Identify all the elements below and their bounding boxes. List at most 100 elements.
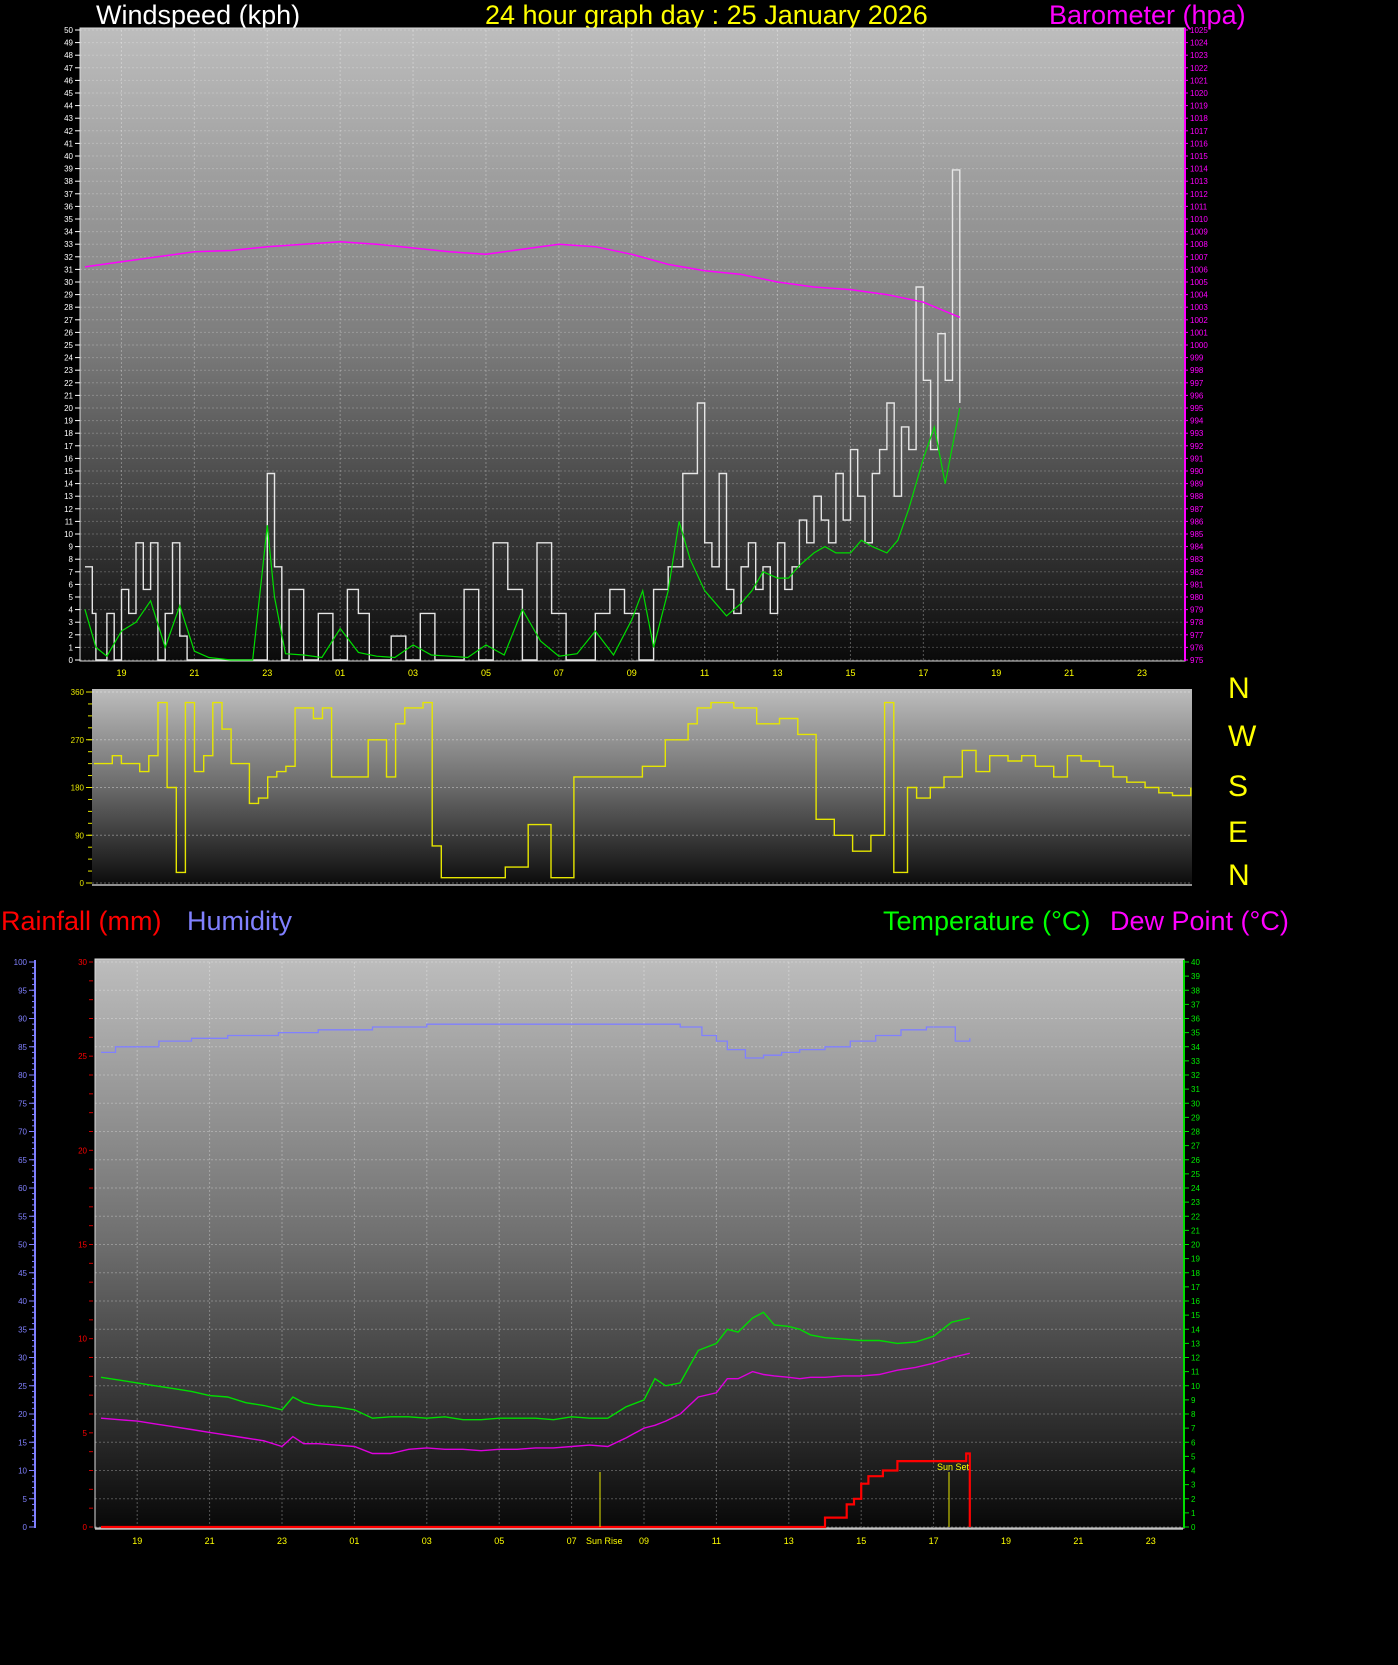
svg-text:1010: 1010	[1190, 215, 1208, 224]
svg-text:45: 45	[18, 1269, 27, 1278]
svg-text:25: 25	[64, 341, 73, 350]
svg-text:986: 986	[1190, 517, 1204, 526]
svg-text:982: 982	[1190, 568, 1204, 577]
svg-text:21: 21	[1191, 1226, 1200, 1235]
svg-text:40: 40	[1191, 958, 1200, 967]
svg-text:1008: 1008	[1190, 240, 1208, 249]
compass-label-s: S	[1228, 770, 1249, 803]
rainfall-title: Rainfall (mm)	[1, 906, 162, 936]
svg-text:26: 26	[1191, 1156, 1200, 1165]
svg-text:25: 25	[78, 1052, 87, 1061]
svg-text:33: 33	[64, 240, 73, 249]
svg-text:988: 988	[1190, 492, 1204, 501]
svg-text:1002: 1002	[1190, 316, 1208, 325]
svg-text:8: 8	[69, 555, 74, 564]
dew-point-line	[100, 1352, 970, 1455]
svg-text:11: 11	[700, 668, 709, 678]
svg-text:19: 19	[1191, 1255, 1200, 1264]
svg-text:15: 15	[845, 668, 855, 678]
svg-text:39: 39	[64, 165, 73, 174]
svg-text:13: 13	[1191, 1339, 1200, 1348]
svg-text:16: 16	[64, 454, 73, 463]
svg-text:0: 0	[23, 1523, 28, 1532]
svg-text:17: 17	[64, 442, 73, 451]
svg-text:1001: 1001	[1190, 328, 1208, 337]
svg-text:21: 21	[205, 1536, 215, 1546]
svg-text:35: 35	[64, 215, 73, 224]
wind-direction-chart: 0 90 180 270 360	[71, 688, 1192, 888]
svg-text:1021: 1021	[1190, 76, 1208, 85]
svg-text:20: 20	[1191, 1241, 1200, 1250]
svg-text:0: 0	[83, 1523, 88, 1532]
svg-text:25: 25	[1191, 1170, 1200, 1179]
svg-text:11: 11	[65, 517, 74, 526]
svg-text:23: 23	[277, 1536, 287, 1546]
svg-text:27: 27	[1191, 1142, 1200, 1151]
windspeed-title: Windspeed (kph)	[96, 0, 301, 30]
svg-text:984: 984	[1190, 543, 1204, 552]
svg-text:999: 999	[1190, 354, 1204, 363]
sunrise-label: Sun Rise	[586, 1536, 623, 1546]
svg-text:10: 10	[64, 530, 73, 539]
svg-text:20: 20	[78, 1146, 87, 1155]
svg-text:35: 35	[18, 1325, 27, 1334]
svg-text:47: 47	[64, 64, 73, 73]
svg-text:46: 46	[64, 76, 73, 85]
barometer-title: Barometer (hpa)	[1049, 0, 1246, 30]
svg-text:21: 21	[189, 668, 199, 678]
windspeed-chart: 0123456789101112131415161718192021222324…	[64, 26, 1208, 678]
svg-text:1: 1	[1191, 1509, 1196, 1518]
svg-text:32: 32	[64, 253, 73, 262]
svg-text:9: 9	[69, 543, 74, 552]
svg-text:1009: 1009	[1190, 228, 1208, 237]
svg-text:01: 01	[335, 668, 345, 678]
svg-text:30: 30	[78, 958, 87, 967]
wind-direction-line	[94, 701, 1192, 879]
svg-text:09: 09	[639, 1536, 649, 1546]
svg-text:29: 29	[64, 291, 73, 300]
svg-text:2: 2	[1191, 1495, 1196, 1504]
svg-text:1013: 1013	[1190, 177, 1208, 186]
svg-text:3: 3	[69, 618, 74, 627]
dew-point-title: Dew Point (°C)	[1110, 906, 1289, 936]
svg-text:23: 23	[262, 668, 272, 678]
svg-text:50: 50	[18, 1241, 27, 1250]
compass-label-n-top: N	[1228, 672, 1250, 705]
svg-text:1015: 1015	[1190, 152, 1208, 161]
svg-text:1011: 1011	[1190, 202, 1208, 211]
svg-text:07: 07	[554, 668, 564, 678]
svg-text:983: 983	[1190, 555, 1204, 564]
svg-text:38: 38	[64, 177, 73, 186]
svg-text:32: 32	[1191, 1071, 1200, 1080]
compass-label-n-bottom: N	[1228, 859, 1250, 892]
svg-text:1023: 1023	[1190, 51, 1208, 60]
svg-text:44: 44	[64, 102, 73, 111]
svg-text:50: 50	[64, 26, 73, 35]
svg-text:19: 19	[64, 417, 73, 426]
svg-text:17: 17	[929, 1536, 939, 1546]
svg-text:980: 980	[1190, 593, 1204, 602]
svg-text:1005: 1005	[1190, 278, 1208, 287]
svg-text:05: 05	[494, 1536, 504, 1546]
svg-text:20: 20	[64, 404, 73, 413]
svg-text:12: 12	[1191, 1354, 1200, 1363]
svg-text:11: 11	[712, 1536, 721, 1546]
svg-text:28: 28	[1191, 1128, 1200, 1137]
svg-text:1022: 1022	[1190, 64, 1208, 73]
svg-text:180: 180	[71, 784, 85, 793]
svg-text:13: 13	[784, 1536, 794, 1546]
svg-text:55: 55	[18, 1212, 27, 1221]
svg-text:48: 48	[64, 51, 73, 60]
svg-text:5: 5	[1191, 1452, 1196, 1461]
svg-text:22: 22	[1191, 1212, 1200, 1221]
svg-text:1: 1	[69, 643, 74, 652]
svg-text:80: 80	[18, 1071, 27, 1080]
svg-text:07: 07	[567, 1536, 577, 1546]
svg-text:990: 990	[1190, 467, 1204, 476]
svg-text:14: 14	[64, 480, 73, 489]
svg-text:5: 5	[83, 1429, 88, 1438]
svg-text:15: 15	[18, 1438, 27, 1447]
svg-text:43: 43	[64, 114, 73, 123]
svg-text:10: 10	[1191, 1382, 1200, 1391]
